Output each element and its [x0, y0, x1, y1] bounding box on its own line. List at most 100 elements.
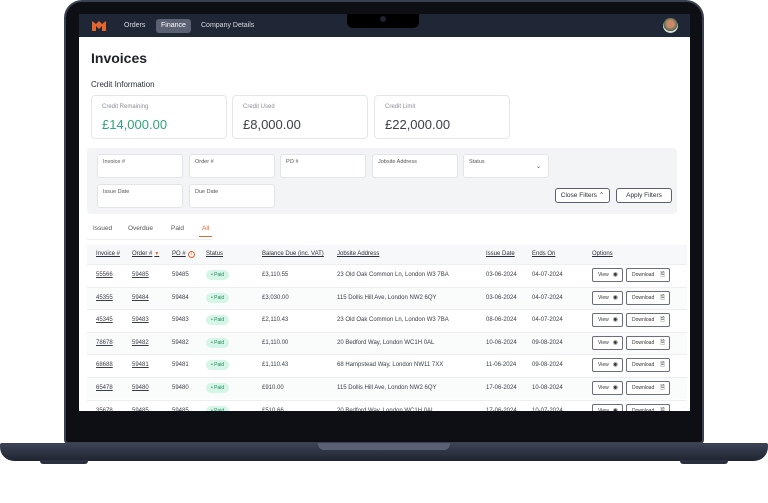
- view-button[interactable]: View ◉: [592, 358, 623, 373]
- download-button[interactable]: Download 🗎: [626, 358, 670, 373]
- balance-due: £510.66: [262, 407, 284, 411]
- ends-on: 04-07-2024: [532, 272, 563, 278]
- invoice-link[interactable]: 55566: [96, 272, 113, 278]
- jobsite-address-filter-input[interactable]: Jobsite Address: [372, 154, 458, 178]
- po-number: 59480: [172, 385, 189, 391]
- issue-date: 17-06-2024: [486, 407, 517, 411]
- info-icon[interactable]: i: [187, 251, 195, 258]
- credit-heading: Credit Information: [91, 80, 155, 89]
- avatar[interactable]: [663, 18, 678, 33]
- card-value: £8,000.00: [243, 117, 301, 132]
- issue-date: 17-06-2024: [486, 385, 517, 391]
- table-header: Invoice # Order # ▼ PO # i Status Balance …: [87, 245, 687, 264]
- invoice-link[interactable]: 45355: [96, 294, 113, 301]
- view-button[interactable]: View ◉: [592, 290, 623, 305]
- view-button[interactable]: View ◉: [592, 381, 623, 395]
- status-badge: • Paid: [206, 383, 230, 393]
- download-button[interactable]: Download 🗎: [626, 268, 670, 282]
- balance-due: £910.00: [262, 385, 284, 391]
- col-po[interactable]: PO # i: [172, 251, 195, 258]
- sort-desc-icon: ▼: [154, 251, 160, 257]
- tab-issued[interactable]: Issued: [93, 225, 113, 232]
- eye-icon: ◉: [612, 272, 618, 278]
- order-filter-input[interactable]: Order #: [189, 154, 275, 178]
- invoice-link[interactable]: 35678: [96, 407, 113, 411]
- order-link[interactable]: 59485: [132, 272, 149, 278]
- col-invoice[interactable]: Invoice #: [96, 251, 121, 257]
- view-label: View: [598, 272, 609, 278]
- table-row: 68688 59481 59481 • Paid £1,110.43 68 Ha…: [87, 354, 687, 376]
- camera-icon: [380, 16, 386, 22]
- po-number: 59482: [172, 339, 189, 346]
- col-issue-date[interactable]: Issue Date: [486, 251, 515, 257]
- download-label: Download: [632, 317, 655, 324]
- col-status[interactable]: Status: [206, 251, 224, 257]
- po-number: 59485: [172, 407, 189, 411]
- tab-all[interactable]: All: [199, 225, 213, 237]
- status-text: Paid: [214, 317, 225, 324]
- jobsite-address: 115 Dollis Hill Ave, London NW2 6QY: [337, 385, 437, 391]
- status-text: Paid: [214, 272, 225, 278]
- ends-on: 04-07-2024: [532, 294, 563, 301]
- status-badge: • Paid: [206, 337, 230, 348]
- balance-due: £3,030.00: [262, 294, 289, 301]
- ends-on: 10-08-2024: [532, 385, 563, 391]
- camera-notch: [347, 14, 419, 28]
- col-ends-on[interactable]: Ends On: [532, 251, 556, 257]
- col-address[interactable]: Jobsite Address: [337, 251, 380, 257]
- apply-filters-button[interactable]: Apply Filters: [616, 188, 672, 203]
- view-button[interactable]: View ◉: [592, 268, 623, 282]
- document-icon: 🗎: [660, 385, 665, 391]
- balance-due: £1,110.43: [262, 362, 289, 369]
- download-button[interactable]: Download 🗎: [626, 403, 670, 411]
- order-link[interactable]: 59485: [132, 407, 149, 411]
- eye-icon: ◉: [612, 317, 618, 324]
- jobsite-address: 23 Old Oak Common Ln, London W3 7BA: [337, 317, 449, 324]
- table-row: 65478 59480 59480 • Paid £910.00 115 Dol…: [87, 377, 687, 399]
- download-button[interactable]: Download 🗎: [626, 290, 670, 305]
- order-link[interactable]: 59484: [132, 294, 149, 301]
- view-button[interactable]: View ◉: [592, 335, 623, 350]
- invoice-link[interactable]: 68688: [96, 362, 113, 369]
- laptop-groove: [318, 443, 450, 450]
- invoice-link[interactable]: 78678: [96, 339, 113, 346]
- card-label: Credit Remaining: [102, 104, 149, 110]
- table-row: 78678 59482 59482 • Paid £1,110.00 20 Be…: [87, 331, 687, 354]
- tab-paid[interactable]: Paid: [171, 225, 185, 232]
- col-order-label: Order #: [132, 251, 153, 257]
- nav-company-details[interactable]: Company Details: [201, 22, 255, 29]
- invoice-link[interactable]: 65478: [96, 385, 113, 391]
- order-link[interactable]: 59482: [132, 339, 149, 346]
- close-filters-button[interactable]: Close Filters ⌃: [555, 188, 610, 203]
- invoice-filter-input[interactable]: Invoice #: [97, 154, 183, 178]
- status-filter-select[interactable]: Status ⌄: [463, 154, 549, 178]
- col-options: Options: [592, 251, 613, 257]
- po-filter-input[interactable]: PO #: [280, 154, 366, 178]
- table-row: 45355 59484 59484 • Paid £3,030.00 115 D…: [87, 286, 687, 309]
- table-row: 35678 59485 59485 • Paid £510.66 20 Bedf…: [87, 399, 687, 411]
- status-text: Paid: [214, 362, 225, 369]
- tab-overdue[interactable]: Overdue: [128, 225, 153, 232]
- nav-orders[interactable]: Orders: [124, 22, 146, 29]
- laptop-base: [0, 443, 768, 461]
- order-link[interactable]: 59483: [132, 317, 149, 324]
- download-button[interactable]: Download 🗎: [626, 381, 670, 395]
- due-date-filter-input[interactable]: Due Date: [189, 184, 275, 208]
- download-button[interactable]: Download 🗎: [626, 335, 670, 350]
- col-order[interactable]: Order # ▼: [132, 251, 159, 257]
- col-balance[interactable]: Balance Due (inc. VAT): [262, 251, 324, 257]
- order-link[interactable]: 59480: [132, 385, 149, 391]
- view-button[interactable]: View ◉: [592, 403, 623, 411]
- view-button[interactable]: View ◉: [592, 313, 623, 328]
- view-label: View: [598, 294, 609, 301]
- chevron-down-icon: ⌄: [535, 164, 541, 170]
- download-button[interactable]: Download 🗎: [626, 313, 670, 328]
- jobsite-address: 23 Old Oak Common Ln, London W3 7BA: [337, 272, 449, 278]
- order-link[interactable]: 59481: [132, 362, 149, 369]
- document-icon: 🗎: [660, 317, 665, 324]
- document-icon: 🗎: [660, 407, 665, 411]
- invoice-link[interactable]: 45345: [96, 317, 113, 324]
- status-badge: • Paid: [206, 270, 230, 280]
- issue-date-filter-input[interactable]: Issue Date: [97, 184, 183, 208]
- nav-finance[interactable]: Finance: [156, 19, 191, 33]
